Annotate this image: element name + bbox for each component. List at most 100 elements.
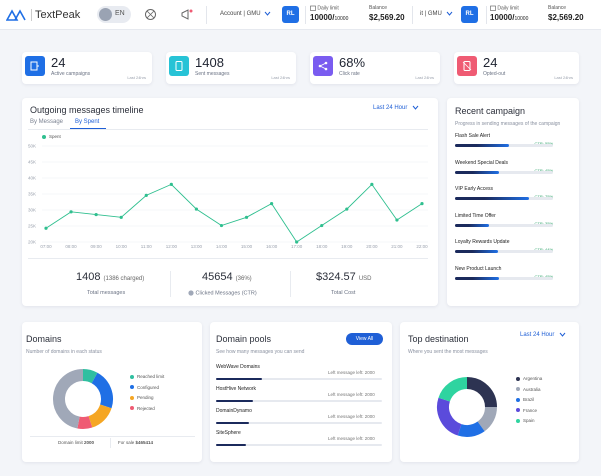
data-point[interactable] [194, 207, 198, 211]
kpi-card-click-rate[interactable]: 68% Click rate Last 24hrs [310, 52, 440, 84]
divider [305, 6, 306, 24]
tab-by-message[interactable]: By Message [30, 119, 64, 125]
globe-icon[interactable] [144, 8, 157, 21]
kpi-value: 24 [51, 55, 66, 70]
pool-progress-bar [216, 422, 382, 424]
account-selector[interactable]: Account | GMU [220, 11, 271, 17]
data-point[interactable] [69, 210, 73, 214]
legend-label: Spent [49, 134, 61, 139]
campaign-item[interactable]: Weekend Special Deals CTR: 45% [455, 160, 553, 174]
data-point[interactable] [420, 202, 424, 206]
data-point[interactable] [119, 215, 123, 219]
campaign-name: Flash Sale Alert [455, 133, 491, 139]
timeline-legend: Spent [42, 134, 61, 139]
active-tab-underline [70, 128, 106, 129]
donut-segment[interactable] [477, 406, 497, 432]
campaign-item[interactable]: Flash Sale Alert CTR: 55% [455, 133, 553, 147]
megaphone-icon[interactable] [180, 8, 194, 21]
data-point[interactable] [144, 193, 148, 197]
campaign-icon [30, 61, 39, 71]
divider [30, 436, 195, 437]
data-point[interactable] [44, 226, 48, 230]
donut-segment[interactable] [466, 377, 497, 408]
data-point[interactable] [345, 207, 349, 211]
data-point[interactable] [295, 240, 299, 244]
data-point[interactable] [244, 215, 249, 219]
campaign-name: New Product Launch [455, 265, 502, 272]
x-tick-label: 11:00 [141, 244, 152, 249]
campaign-ctr: CTR: 55% [535, 141, 553, 146]
legend-label: France [523, 407, 538, 413]
x-tick-label: 22:00 [416, 244, 428, 249]
kpi-card-sent[interactable]: 1408 Sent messages Last 24hrs [166, 52, 296, 84]
donut-segment[interactable] [437, 397, 462, 436]
timeline-range-dropdown[interactable]: Last 24 Hour [373, 105, 419, 111]
pool-progress-bar [216, 400, 382, 402]
data-point[interactable] [320, 223, 324, 228]
timeline-title: Outgoing messages timeline [30, 105, 144, 115]
legend-dot [130, 406, 134, 411]
donut-segment[interactable] [91, 372, 113, 409]
avatar-2[interactable]: RL [461, 6, 478, 23]
legend-label: Brazil [523, 397, 535, 402]
donut-segment[interactable] [88, 404, 112, 428]
kpi-label: Opted-out [483, 71, 506, 77]
daily-limit-2: Daily limit 10000/10000 [490, 5, 528, 22]
donut-segment[interactable] [457, 421, 485, 437]
share-icon [318, 61, 328, 71]
campaign-item[interactable]: New Product Launch CTR: 45% [455, 265, 553, 280]
language-toggle[interactable]: EN [97, 6, 131, 23]
donut-segment[interactable] [77, 416, 93, 429]
x-tick-label: 07:00 [40, 244, 52, 249]
pool-name[interactable]: WebWave Domains [216, 364, 260, 370]
tab-by-spent[interactable]: By Spent [75, 119, 100, 125]
account-selector-2[interactable]: it | GMU [420, 11, 453, 17]
kpi-value: 24 [483, 55, 498, 70]
pool-name[interactable]: SiteSphere [216, 430, 241, 436]
data-point[interactable] [94, 212, 98, 217]
total-messages-value: 1408 (1386 charged) [76, 271, 144, 283]
campaign-item[interactable]: VIP Early Access CTR: 75% [455, 186, 553, 200]
legend-label: Australia [523, 386, 541, 392]
pool-messages-left: Left message left: 2000 [328, 436, 375, 441]
legend-dot [516, 376, 520, 381]
campaign-item[interactable]: Limited Time Offer CTR: 35% [455, 213, 553, 227]
top-header: TextPeak EN Account | GMU RL Daily limit… [0, 0, 601, 30]
destination-title: Top destination [408, 334, 469, 344]
pool-name[interactable]: HostHive Network [216, 386, 257, 392]
data-point[interactable] [270, 202, 274, 206]
daily-limit-value: 10000/ [490, 13, 515, 23]
cost-label: Total Cost [331, 290, 356, 296]
avatar[interactable]: RL [282, 6, 299, 23]
pool-progress-fill [216, 422, 250, 424]
pool-messages-left: Left message left: 2000 [328, 392, 375, 397]
info-icon [188, 290, 194, 296]
pool-progress-fill [216, 444, 246, 446]
campaign-progress-bar [455, 250, 553, 253]
x-tick-label: 08:00 [65, 244, 77, 249]
data-point[interactable] [219, 223, 224, 228]
calendar-icon [310, 5, 316, 11]
kpi-period: Last 24hrs [271, 75, 290, 80]
pool-name[interactable]: DomainDynamo [216, 408, 252, 414]
x-tick-label: 18:00 [316, 244, 328, 249]
donut-segment[interactable] [53, 369, 84, 429]
destination-range-dropdown[interactable]: Last 24 Hour [520, 332, 566, 338]
kpi-card-opted-out[interactable]: 24 Opted-out Last 24hrs [454, 52, 579, 84]
data-point[interactable] [169, 182, 173, 186]
campaign-item[interactable]: Loyalty Rewards Update CTR: 44% [455, 239, 553, 253]
view-all-button[interactable]: View All [346, 333, 383, 345]
domain-limit: Domain limit 2000 [58, 440, 94, 445]
legend-dot [130, 395, 134, 400]
y-tick-label: 30K [28, 208, 36, 213]
campaign-name: Loyalty Rewards Update [455, 239, 510, 245]
legend-item: Configured [130, 385, 159, 390]
kpi-card-campaigns[interactable]: 24 Active campaigns Last 24hrs [22, 52, 152, 84]
donut-segment[interactable] [438, 377, 468, 402]
brand-name: TextPeak [35, 9, 81, 21]
campaign-ctr: CTR: 44% [535, 247, 553, 252]
data-point[interactable] [370, 182, 374, 186]
donut-segment[interactable] [82, 369, 98, 384]
campaign-progress-fill [455, 250, 499, 253]
data-point[interactable] [395, 218, 399, 222]
